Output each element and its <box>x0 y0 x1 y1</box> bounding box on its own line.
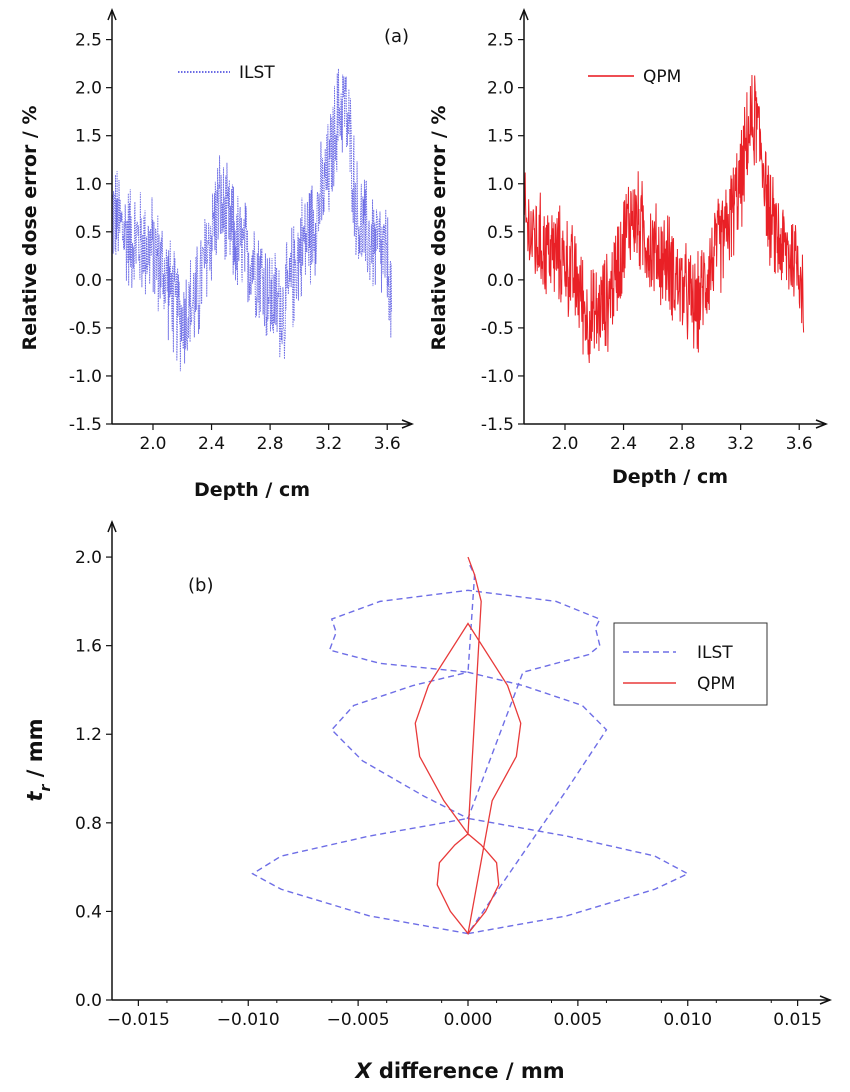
y-tick-label: 2.0 <box>487 79 514 99</box>
legend-label-qpm: QPM <box>697 674 735 694</box>
x-tick-label: 2.0 <box>139 434 166 454</box>
y-tick-label: -1.5 <box>481 415 514 435</box>
series-line-qpm <box>523 74 805 364</box>
y-tick-label: 0.5 <box>487 223 514 243</box>
y-tick-label: -1.5 <box>69 415 102 435</box>
x-tick-label: 0.005 <box>554 1010 603 1030</box>
x-tick-label: 3.2 <box>315 434 342 454</box>
y-tick-label: 1.6 <box>75 637 102 657</box>
plot-lines <box>111 68 393 372</box>
x-tick-label: 2.8 <box>669 434 696 454</box>
chart-b: −0.015 −0.010 −0.005 0.000 0.005 0.010 0.015 0.… <box>23 519 833 1083</box>
legend-label-qpm: QPM <box>643 67 681 87</box>
y-tick-label: 2.0 <box>75 79 102 99</box>
axes <box>519 7 829 429</box>
y-tick-label: 0.0 <box>75 991 102 1011</box>
legend-box <box>613 622 768 706</box>
legend-label-ilst: ILST <box>697 643 733 663</box>
series-line-ilst <box>251 561 690 935</box>
y-tick-label: 1.5 <box>75 127 102 147</box>
x-tick-label: 3.6 <box>786 434 813 454</box>
x-axis-label-italic: X <box>353 1059 373 1083</box>
y-tick-label: -0.5 <box>481 319 514 339</box>
y-tick-label: -1.0 <box>481 367 514 387</box>
y-tick-label: 0.4 <box>75 902 102 922</box>
axes <box>107 7 415 429</box>
y-tick-label: 0.8 <box>75 814 102 834</box>
x-tick-label: 3.2 <box>727 434 754 454</box>
legend: ILST QPM <box>613 622 768 706</box>
y-tick-label: 2.0 <box>75 548 102 568</box>
y-axis-label-italic: t <box>23 791 47 802</box>
y-tick-label: 2.5 <box>487 31 514 51</box>
x-tick-label: 0.000 <box>444 1010 493 1030</box>
axes <box>107 519 833 1005</box>
y-axis-arrow <box>519 7 529 21</box>
panel-label-b: (b) <box>188 575 213 596</box>
series-line-ilst <box>111 68 393 372</box>
x-tick-label: 3.6 <box>374 434 401 454</box>
x-tick-label: −0.015 <box>107 1010 170 1030</box>
x-tick-label: 2.4 <box>198 434 225 454</box>
y-tick-label: 1.0 <box>75 175 102 195</box>
x-tick-label: −0.010 <box>217 1010 280 1030</box>
x-tick-label: −0.005 <box>327 1010 390 1030</box>
x-tick-label: 2.4 <box>610 434 637 454</box>
x-tick-label: 0.010 <box>663 1010 712 1030</box>
plot-lines <box>523 74 805 364</box>
y-axis-arrow <box>107 7 117 21</box>
x-axis-arrow <box>401 419 415 429</box>
y-axis-label-sub: r <box>38 783 54 791</box>
legend: QPM <box>588 67 681 87</box>
x-tick-label: 2.0 <box>551 434 578 454</box>
y-axis-arrow <box>107 519 117 533</box>
y-tick-label: 0.0 <box>75 271 102 291</box>
ticks: 2.0 2.4 2.8 3.2 3.6 -1.5 -1.0 -0.5 0.0 0.5 1.0 1.5 2… <box>69 31 401 454</box>
series-line-qpm <box>414 556 522 936</box>
chart-a-ilst: 2.0 2.4 2.8 3.2 3.6 -1.5 -1.0 -0.5 0.0 0.5 1.0 1.5 2… <box>19 7 415 501</box>
y-axis-label-text: / mm <box>23 718 47 784</box>
x-axis-label-text: difference / mm <box>372 1059 565 1083</box>
x-axis-arrow <box>819 995 833 1005</box>
legend: ILST <box>178 63 275 83</box>
ticks: 2.0 2.4 2.8 3.2 3.6 -1.5 -1.0 -0.5 0.0 0.5 1.0 1.5 2… <box>481 31 813 454</box>
y-axis-label: tr / mm <box>23 718 54 801</box>
y-tick-label: 2.5 <box>75 31 102 51</box>
y-tick-label: 1.0 <box>487 175 514 195</box>
panel-label-a: (a) <box>384 26 409 47</box>
y-tick-label: -1.0 <box>69 367 102 387</box>
x-tick-label: 2.8 <box>257 434 284 454</box>
legend-label-ilst: ILST <box>239 63 275 83</box>
y-tick-label: 1.2 <box>75 725 102 745</box>
chart-a-qpm: 2.0 2.4 2.8 3.2 3.6 -1.5 -1.0 -0.5 0.0 0.5 1.0 1.5 2… <box>428 7 829 488</box>
x-axis-label: X difference / mm <box>353 1059 564 1083</box>
y-tick-label: 1.5 <box>487 127 514 147</box>
plot-lines <box>251 556 690 936</box>
y-axis-label: Relative dose error / % <box>428 105 450 350</box>
x-axis-arrow <box>815 419 829 429</box>
y-tick-label: -0.5 <box>69 319 102 339</box>
ticks: −0.015 −0.010 −0.005 0.000 0.005 0.010 0.015 0.… <box>75 548 822 1030</box>
x-tick-label: 0.015 <box>773 1010 822 1030</box>
x-axis-label: Depth / cm <box>194 479 310 501</box>
y-tick-label: 0.5 <box>75 223 102 243</box>
y-tick-label: 0.0 <box>487 271 514 291</box>
y-axis-label: Relative dose error / % <box>19 105 41 350</box>
x-axis-label: Depth / cm <box>612 466 728 488</box>
